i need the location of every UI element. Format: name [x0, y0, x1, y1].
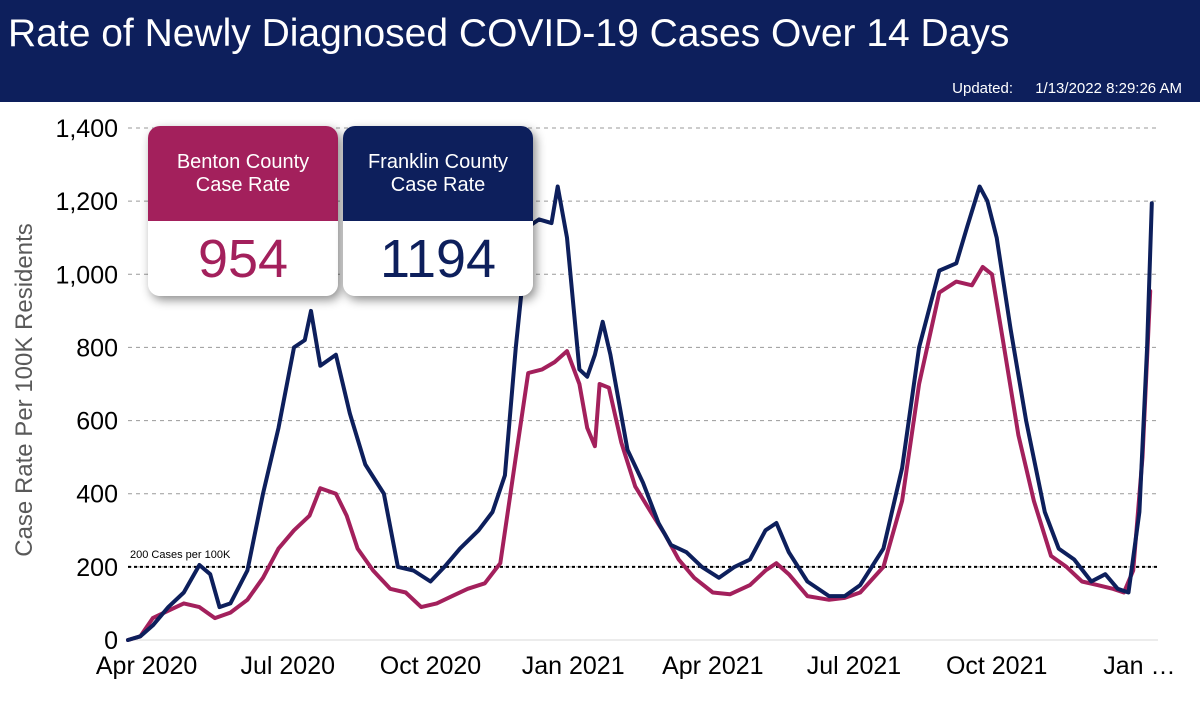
- y-tick-label: 1,000: [55, 261, 118, 289]
- x-tick-label: Jan 2021: [522, 652, 625, 680]
- reference-line-label: 200 Cases per 100K: [130, 549, 231, 561]
- x-tick-label: Apr 2020: [96, 652, 197, 680]
- x-tick-label: Oct 2021: [946, 652, 1047, 680]
- y-tick-label: 1,400: [55, 115, 118, 143]
- page-title: Rate of Newly Diagnosed COVID-19 Cases O…: [8, 12, 1010, 55]
- y-axis-label: Case Rate Per 100K Residents: [11, 223, 38, 557]
- benton-card-value: 954: [148, 221, 338, 296]
- y-tick-label: 1,200: [55, 188, 118, 216]
- x-tick-label: Jan …: [1103, 652, 1175, 680]
- x-tick-label: Oct 2020: [380, 652, 481, 680]
- y-tick-label: 0: [104, 627, 118, 655]
- x-tick-label: Jul 2021: [807, 652, 902, 680]
- header-bar: Rate of Newly Diagnosed COVID-19 Cases O…: [0, 0, 1200, 102]
- benton-card-label: Benton County Case Rate: [148, 126, 338, 221]
- x-tick-label: Jul 2020: [241, 652, 336, 680]
- franklin-card-label: Franklin County Case Rate: [343, 126, 533, 221]
- franklin-case-rate-card: Franklin County Case Rate 1194: [343, 126, 533, 296]
- y-tick-label: 800: [76, 334, 118, 362]
- franklin-card-value: 1194: [343, 221, 533, 296]
- franklin-county-series-line: [126, 184, 1154, 642]
- y-tick-label: 200: [76, 554, 118, 582]
- x-tick-label: Apr 2021: [662, 652, 763, 680]
- benton-case-rate-card: Benton County Case Rate 954: [148, 126, 338, 296]
- updated-value: 1/13/2022 8:29:26 AM: [1035, 80, 1182, 97]
- benton-county-series-line: [126, 265, 1153, 642]
- y-tick-label: 600: [76, 408, 118, 436]
- y-tick-label: 400: [76, 481, 118, 509]
- updated-timestamp: Updated: 1/13/2022 8:29:26 AM: [934, 80, 1182, 97]
- updated-label: Updated:: [952, 80, 1014, 97]
